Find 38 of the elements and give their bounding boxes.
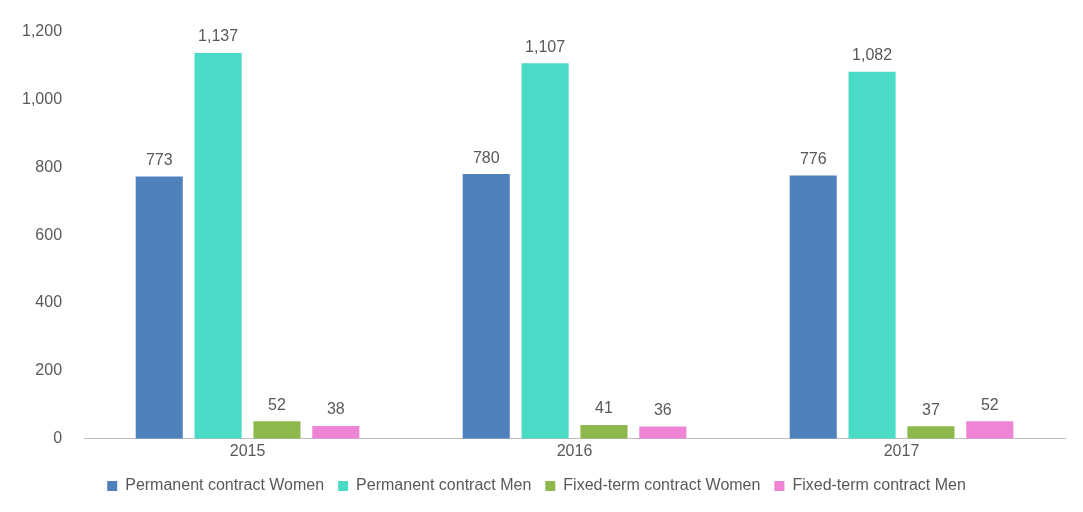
- bar: [521, 63, 569, 439]
- data-label: 52: [980, 395, 999, 413]
- data-label: 52: [268, 395, 286, 413]
- bar: [966, 421, 1014, 439]
- data-label: 38: [326, 400, 345, 418]
- x-tick-label: 2017: [883, 441, 920, 459]
- x-tick-label: 2016: [556, 441, 593, 459]
- data-label: 780: [472, 148, 500, 166]
- data-label: 773: [145, 150, 173, 168]
- bar: [848, 71, 896, 439]
- data-label: 1,082: [852, 46, 893, 64]
- data-label: 1,137: [198, 27, 239, 45]
- x-tick-label: 2015: [229, 441, 266, 459]
- legend-label: Permanent contract Women: [125, 476, 325, 494]
- bar: [253, 421, 301, 439]
- data-label: 1,107: [525, 37, 566, 55]
- data-label: 776: [799, 149, 827, 167]
- bar: [907, 426, 955, 439]
- y-tick-label: 0: [53, 429, 63, 447]
- data-label: 41: [595, 399, 613, 417]
- legend-label: Fixed-term contract Men: [792, 476, 966, 494]
- y-tick-label: 1,000: [21, 89, 63, 107]
- legend-label: Permanent contract Men: [356, 476, 532, 494]
- data-label: 36: [653, 400, 672, 418]
- y-tick-label: 800: [35, 157, 63, 175]
- bar: [312, 425, 360, 439]
- bar: [462, 174, 510, 439]
- bar: [789, 175, 837, 439]
- data-label: 37: [922, 400, 940, 418]
- bar: [639, 426, 687, 439]
- y-tick-label: 1,200: [21, 22, 63, 40]
- y-tick-label: 600: [35, 225, 63, 243]
- y-tick-label: 200: [35, 361, 63, 379]
- bar: [194, 52, 242, 439]
- bar: [135, 176, 183, 439]
- y-tick-label: 400: [35, 293, 63, 311]
- bar: [580, 424, 628, 439]
- legend-label: Fixed-term contract Women: [563, 476, 761, 494]
